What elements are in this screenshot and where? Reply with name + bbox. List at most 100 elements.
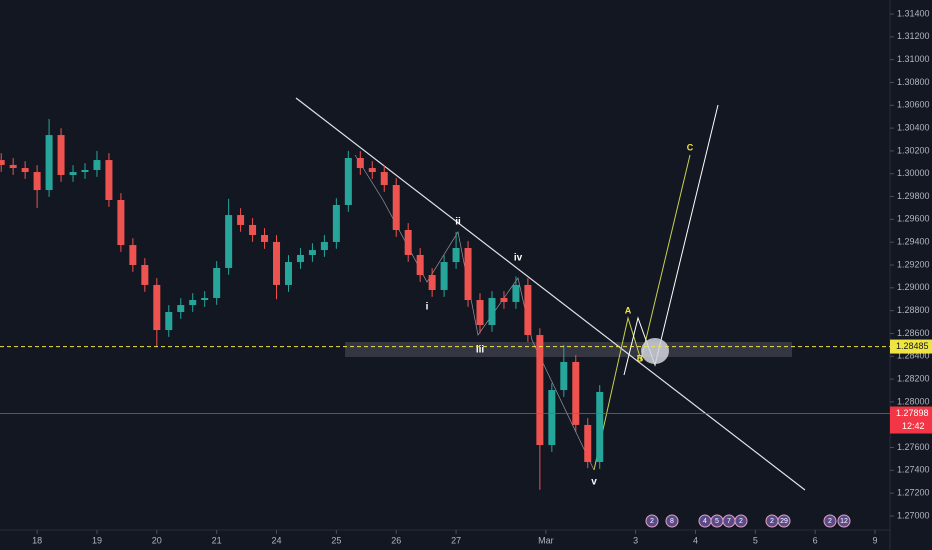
candle-body: [249, 224, 257, 235]
candle-body: [452, 248, 460, 263]
candle-body: [428, 275, 436, 290]
x-tick-label: 18: [32, 535, 42, 545]
candle-body: [308, 250, 316, 255]
y-tick-label: 1.27400: [897, 465, 930, 475]
x-tick-label: 26: [391, 535, 401, 545]
wave-label: iii: [476, 345, 485, 356]
event-badge-label: 12: [840, 518, 848, 525]
candle-body: [213, 267, 221, 298]
candle-body: [9, 164, 17, 169]
candle-body: [368, 168, 376, 173]
x-tick-label: 9: [873, 535, 878, 545]
x-tick-label: 6: [813, 535, 818, 545]
wave-label: A: [625, 305, 632, 315]
y-tick-label: 1.30800: [897, 77, 930, 87]
x-tick-label: 5: [753, 535, 758, 545]
candle-body: [476, 300, 484, 326]
y-tick-label: 1.27200: [897, 488, 930, 498]
countdown: 12:42: [902, 421, 925, 431]
candle-body: [536, 335, 544, 446]
y-tick-label: 1.29400: [897, 237, 930, 247]
y-tick-label: 1.30200: [897, 145, 930, 155]
y-tick-label: 1.30400: [897, 122, 930, 132]
target-circle: [641, 338, 669, 364]
x-tick-label: 3: [633, 535, 638, 545]
event-badge-label: 2: [770, 518, 774, 525]
wave-label: iv: [514, 253, 523, 264]
event-badge-label: 8: [670, 518, 674, 525]
x-tick-label: 24: [272, 535, 282, 545]
x-tick-label: 21: [212, 535, 222, 545]
y-tick-label: 1.30600: [897, 100, 930, 110]
y-tick-label: 1.29200: [897, 259, 930, 269]
candle-body: [416, 254, 424, 276]
wave-label: ii: [455, 217, 461, 228]
y-tick-label: 1.29000: [897, 282, 930, 292]
candle-body: [129, 245, 137, 265]
trend-line: [295, 97, 806, 491]
candle-body: [572, 361, 580, 425]
wave-label: B: [637, 353, 644, 363]
candle-body: [344, 157, 352, 205]
candle-body: [201, 297, 209, 301]
candle-body: [225, 215, 233, 268]
candle-body: [440, 262, 448, 290]
candle-body: [165, 311, 173, 331]
event-badge: [823, 514, 837, 528]
candle-body: [512, 284, 520, 302]
candle-body: [177, 305, 185, 312]
y-tick-label: 1.28400: [897, 351, 930, 361]
candle-body: [380, 172, 388, 186]
candle-body: [81, 169, 89, 173]
last-price-label: 1.27898: [896, 408, 929, 418]
candle-body: [296, 254, 304, 263]
y-tick-label: 1.31400: [897, 8, 930, 18]
event-badge: [837, 514, 851, 528]
candle-body: [320, 241, 328, 251]
wave-label: v: [591, 477, 597, 488]
candle-body: [464, 248, 472, 301]
candle-body: [69, 172, 77, 175]
candle-body: [153, 284, 161, 331]
x-tick-label: Mar: [538, 535, 554, 545]
candle-body: [596, 391, 604, 463]
x-tick-label: 4: [693, 535, 698, 545]
candle-body: [21, 168, 29, 173]
level-label-box: [890, 339, 932, 354]
wave-label: C: [687, 142, 694, 152]
candle-body: [560, 361, 568, 391]
y-tick-label: 1.29800: [897, 191, 930, 201]
y-tick-label: 1.28800: [897, 305, 930, 315]
event-badge-label: 2: [828, 518, 832, 525]
candle-body: [33, 172, 41, 191]
candle-body: [332, 204, 340, 242]
candle-body: [584, 424, 592, 463]
event-badge-label: 29: [780, 518, 788, 525]
candle-body: [284, 262, 292, 285]
candle-body: [524, 284, 532, 336]
event-badge: [665, 514, 679, 528]
wave-label: i: [426, 302, 429, 313]
projection-yellow: [593, 154, 691, 471]
candle-body: [237, 215, 245, 225]
event-badge: [777, 514, 791, 528]
candle-body: [141, 265, 149, 285]
event-badge-label: 5: [715, 518, 719, 525]
zone: [345, 342, 792, 357]
candle-body: [356, 157, 364, 169]
x-tick-label: 20: [152, 535, 162, 545]
candle-body: [93, 160, 101, 170]
candle-body: [273, 241, 281, 285]
candle-body: [105, 160, 113, 200]
event-badge: [734, 514, 748, 528]
candle-body: [0, 160, 5, 165]
candle-body: [45, 135, 53, 191]
level-label: 1.28485: [896, 341, 929, 351]
event-badge-label: 7: [727, 518, 731, 525]
candle-body: [117, 199, 125, 246]
y-tick-label: 1.28600: [897, 328, 930, 338]
x-tick-label: 19: [92, 535, 102, 545]
y-tick-label: 1.31200: [897, 31, 930, 41]
candle-body: [57, 135, 65, 175]
